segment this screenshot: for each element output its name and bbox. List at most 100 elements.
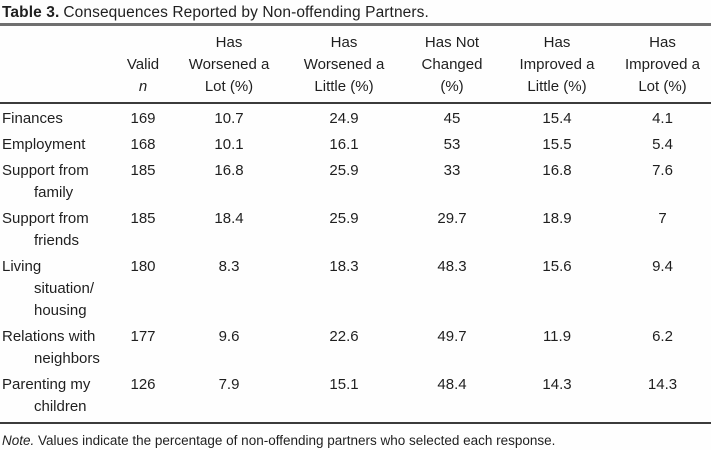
cell-value: 10.1 bbox=[214, 136, 244, 153]
column-header-has-not-changed: Has Not Changed (%) bbox=[404, 24, 500, 104]
cell-value: 6.2 bbox=[652, 328, 673, 345]
row-label-line: housing bbox=[34, 302, 87, 319]
header-line-n-symbol: n bbox=[138, 78, 148, 95]
cell-value: 180 bbox=[130, 258, 156, 275]
cell-value: 33 bbox=[443, 162, 461, 179]
cell-value: 16.8 bbox=[542, 162, 572, 179]
row-label-line: situation/ bbox=[34, 280, 95, 297]
header-line: Worsened a bbox=[303, 56, 385, 73]
cell-value: 45 bbox=[443, 110, 461, 127]
cell-value: 25.9 bbox=[329, 162, 359, 179]
row-label: Relations with neighbors bbox=[0, 324, 112, 372]
table-title: Table 3. Consequences Reported by Non-off… bbox=[0, 3, 711, 23]
header-line: Has bbox=[330, 34, 358, 51]
cell-value: 15.1 bbox=[329, 376, 359, 393]
header-line: Worsened a bbox=[188, 56, 270, 73]
table-caption: Consequences Reported by Non-offending P… bbox=[63, 4, 429, 21]
table-row-employment: Employment 168 10.1 16.1 53 15.5 5.4 bbox=[0, 132, 711, 158]
table-row-living-situation-housing: Living situation/ housing 180 8.3 18.3 4… bbox=[0, 254, 711, 324]
row-label: Support from friends bbox=[0, 206, 112, 254]
cell-value: 9.4 bbox=[652, 258, 673, 275]
header-line: Lot (%) bbox=[638, 78, 687, 95]
row-label-line: Parenting my bbox=[2, 376, 91, 393]
column-header-has-improved-a-lot: Has Improved a Lot (%) bbox=[614, 24, 711, 104]
data-table: Valid n Has Worsened a Lot (%) Has Worse… bbox=[0, 23, 711, 424]
cell-value: 10.7 bbox=[214, 110, 244, 127]
row-label: Employment bbox=[0, 132, 112, 158]
cell-value: 7.9 bbox=[218, 376, 240, 393]
row-label: Parenting my children bbox=[0, 372, 112, 423]
row-label-line: Support from bbox=[2, 210, 89, 227]
row-label: Finances bbox=[0, 103, 112, 132]
table-row-support-from-family: Support from family 185 16.8 25.9 33 16.… bbox=[0, 158, 711, 206]
row-label-line: Employment bbox=[2, 136, 86, 153]
note-text: Values indicate the percentage of non-of… bbox=[38, 433, 556, 448]
row-label: Support from family bbox=[0, 158, 112, 206]
column-header-has-worsened-a-little: Has Worsened a Little (%) bbox=[284, 24, 404, 104]
table-row-finances: Finances 169 10.7 24.9 45 15.4 4.1 bbox=[0, 103, 711, 132]
cell-value: 48.3 bbox=[437, 258, 467, 275]
header-line: Has bbox=[543, 34, 571, 51]
cell-value: 8.3 bbox=[218, 258, 240, 275]
header-line: Improved a bbox=[624, 56, 701, 73]
header-line: Has Not bbox=[424, 34, 480, 51]
row-label-line: children bbox=[34, 398, 87, 415]
cell-value: 185 bbox=[130, 210, 156, 227]
header-line: Lot (%) bbox=[204, 78, 254, 95]
cell-value: 49.7 bbox=[437, 328, 467, 345]
header-line: Little (%) bbox=[527, 78, 587, 95]
cell-value: 14.3 bbox=[542, 376, 572, 393]
cell-value: 11.9 bbox=[542, 328, 572, 345]
header-line: Improved a bbox=[519, 56, 595, 73]
table-number: Table 3. bbox=[2, 4, 60, 21]
cell-value: 185 bbox=[130, 162, 156, 179]
cell-value: 15.4 bbox=[542, 110, 572, 127]
column-header-has-improved-a-little: Has Improved a Little (%) bbox=[500, 24, 614, 104]
table-row-parenting-my-children: Parenting my children 126 7.9 15.1 48.4 … bbox=[0, 372, 711, 423]
cell-value: 126 bbox=[130, 376, 156, 393]
header-line: Changed bbox=[421, 56, 483, 73]
cell-value: 168 bbox=[130, 136, 156, 153]
cell-value: 18.9 bbox=[542, 210, 572, 227]
cell-value: 24.9 bbox=[329, 110, 359, 127]
table-row-relations-with-neighbors: Relations with neighbors 177 9.6 22.6 49… bbox=[0, 324, 711, 372]
cell-value: 7.6 bbox=[652, 162, 673, 179]
cell-value: 14.3 bbox=[647, 376, 678, 393]
row-label-line: Finances bbox=[2, 110, 63, 127]
header-line: Has bbox=[649, 34, 676, 51]
cell-value: 169 bbox=[130, 110, 156, 127]
cell-value: 48.4 bbox=[437, 376, 467, 393]
cell-value: 4.1 bbox=[652, 110, 673, 127]
table-row-support-from-friends: Support from friends 185 18.4 25.9 29.7 … bbox=[0, 206, 711, 254]
column-header-has-worsened-a-lot: Has Worsened a Lot (%) bbox=[174, 24, 284, 104]
cell-value: 177 bbox=[130, 328, 156, 345]
row-label: Living situation/ housing bbox=[0, 254, 112, 324]
cell-value: 25.9 bbox=[329, 210, 359, 227]
row-label-line: Living bbox=[2, 258, 42, 275]
cell-value: 16.1 bbox=[329, 136, 359, 153]
header-line: (%) bbox=[440, 78, 464, 95]
cell-value: 18.4 bbox=[214, 210, 244, 227]
header-line: Has bbox=[215, 34, 243, 51]
table-note: Note. Values indicate the percentage of … bbox=[0, 432, 711, 449]
header-line: Little (%) bbox=[314, 78, 374, 95]
cell-value: 15.5 bbox=[542, 136, 572, 153]
column-header-category bbox=[0, 24, 112, 104]
row-label-line: Relations with bbox=[2, 328, 96, 345]
cell-value: 29.7 bbox=[437, 210, 467, 227]
cell-value: 15.6 bbox=[542, 258, 572, 275]
column-header-valid-n: Valid n bbox=[112, 24, 174, 104]
row-label-line: neighbors bbox=[34, 350, 100, 367]
row-label-line: family bbox=[34, 184, 74, 201]
cell-value: 5.4 bbox=[652, 136, 673, 153]
row-label-line: Support from bbox=[2, 162, 89, 179]
note-label: Note. bbox=[2, 433, 35, 448]
cell-value: 9.6 bbox=[218, 328, 240, 345]
row-label-line: friends bbox=[34, 232, 80, 249]
cell-value: 53 bbox=[443, 136, 461, 153]
cell-value: 22.6 bbox=[329, 328, 359, 345]
header-row: Valid n Has Worsened a Lot (%) Has Worse… bbox=[0, 24, 711, 104]
header-line: Valid bbox=[126, 56, 160, 73]
cell-value: 16.8 bbox=[214, 162, 244, 179]
